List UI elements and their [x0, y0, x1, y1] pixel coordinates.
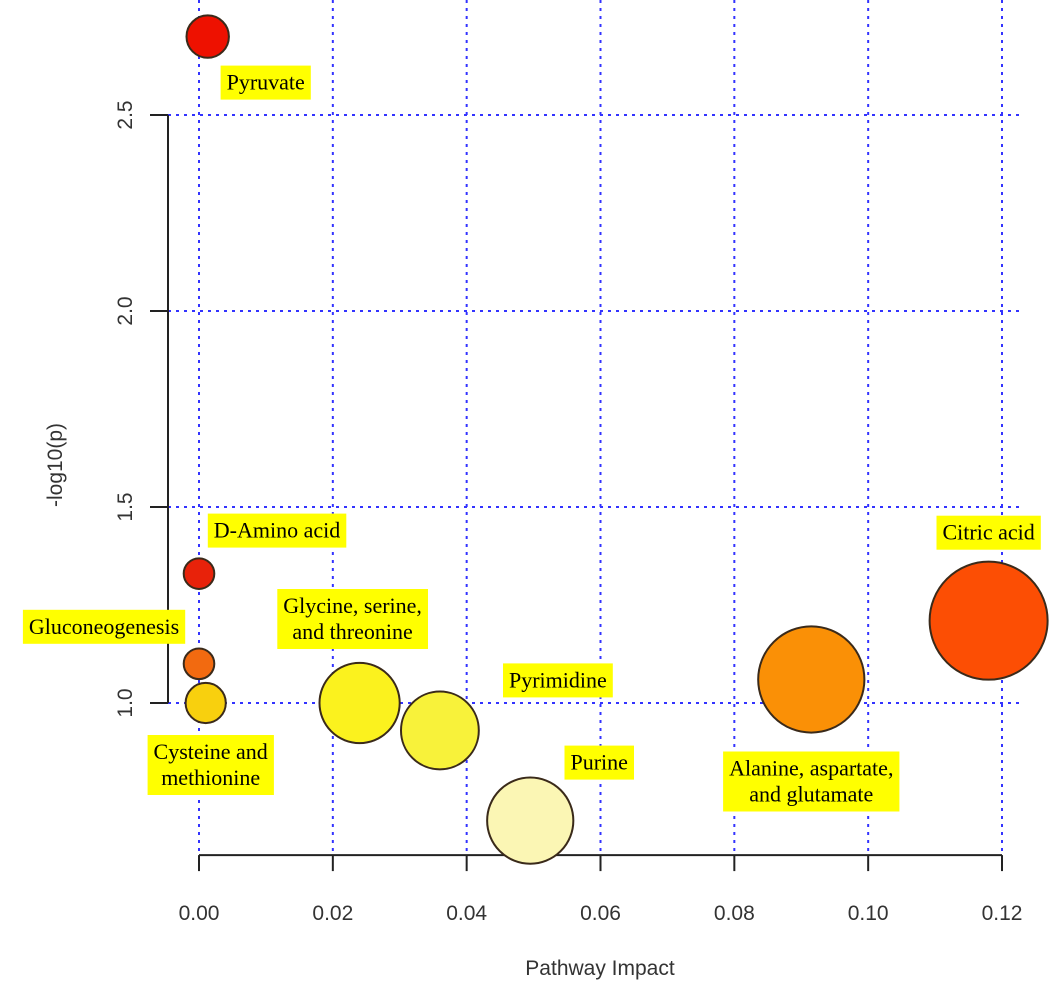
point-label-background	[503, 663, 613, 698]
x-axis-title: Pathway Impact	[525, 957, 675, 980]
point-labels: Pyruvate D-Amino acid Gluconeogenesis Cyste…	[22, 65, 1041, 812]
y-tick-label: 2.0	[114, 296, 137, 325]
point-label-background	[207, 513, 347, 548]
data-point-pyrimidine	[400, 690, 480, 771]
data-point-cysteine-and-methionine	[184, 681, 227, 725]
point-label: D-Amino acid	[207, 513, 347, 548]
point-label-text: Alanine, aspartate,	[729, 755, 893, 780]
x-axis-ticks: 0.00 0.02 0.04 0.06 0.08 0.10 0.12	[179, 855, 1023, 925]
point-label-background	[936, 515, 1041, 550]
point-label-text: Pyrimidine	[509, 667, 607, 692]
point-label-background	[147, 735, 274, 795]
axes	[167, 115, 1002, 857]
point-label-text: Pyruvate	[227, 70, 305, 95]
point-label-background	[22, 609, 186, 644]
point-label-text: Glycine, serine,	[283, 593, 422, 618]
x-tick-label: 0.04	[446, 902, 487, 925]
x-tick-label: 0.06	[580, 902, 621, 925]
point-label-background	[723, 751, 900, 812]
data-point-citric-acid	[928, 560, 1049, 681]
x-tick-label: 0.10	[848, 902, 889, 925]
x-tick-label: 0.02	[312, 902, 353, 925]
y-tick-label: 1.5	[114, 492, 137, 521]
grid-lines	[168, 0, 1020, 856]
data-point-purine	[486, 776, 575, 865]
point-label: Alanine, aspartate,and glutamate	[723, 751, 900, 812]
point-label-text: Citric acid	[942, 520, 1034, 545]
point-label: Pyruvate	[220, 65, 311, 100]
data-points	[182, 14, 1049, 865]
y-axis-title: -log10(p)	[44, 423, 67, 507]
point-label-background	[277, 589, 428, 649]
point-label: Gluconeogenesis	[22, 609, 186, 644]
data-point-pyruvate	[185, 14, 230, 59]
point-label: Purine	[564, 745, 634, 780]
data-point-glycine-serine-and-threonine	[318, 661, 401, 745]
data-point-gluconeogenesis	[182, 647, 216, 681]
point-label-text: methionine	[161, 765, 260, 790]
x-tick-label: 0.00	[179, 902, 220, 925]
point-label-text: Gluconeogenesis	[29, 614, 179, 639]
x-tick-label: 0.08	[714, 902, 755, 925]
y-tick-label: 2.5	[114, 100, 137, 129]
data-point-d-amino-acid	[182, 557, 216, 590]
point-label-text: and glutamate	[749, 781, 873, 806]
data-point-alanine-aspartate-and-glutamate	[757, 625, 866, 734]
point-label-background	[220, 65, 311, 100]
point-label: Pyrimidine	[503, 663, 613, 698]
point-label-text: Cysteine and	[154, 739, 268, 764]
point-label-text: and threonine	[292, 619, 412, 644]
point-label-background	[564, 745, 634, 780]
y-tick-label: 1.0	[114, 688, 137, 717]
point-label: Glycine, serine,and threonine	[277, 589, 428, 649]
x-tick-label: 0.12	[982, 902, 1023, 925]
point-label-text: D-Amino acid	[214, 518, 340, 543]
y-axis-ticks: 1.0 1.5 2.0 2.5	[114, 100, 168, 718]
point-label: Citric acid	[936, 515, 1041, 550]
point-label-text: Purine	[571, 750, 628, 775]
